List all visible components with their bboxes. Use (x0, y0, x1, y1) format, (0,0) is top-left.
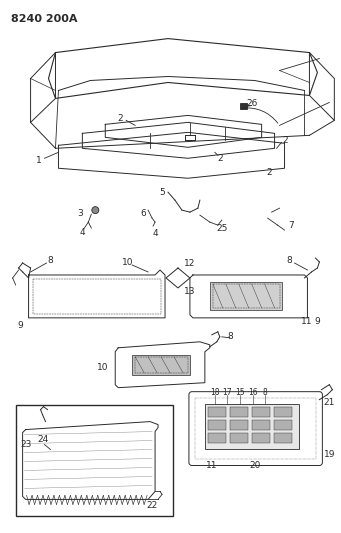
Text: 26: 26 (246, 99, 257, 108)
Bar (230, 407, 248, 417)
Text: 21: 21 (324, 398, 335, 407)
Bar (252, 407, 270, 417)
Bar (230, 419, 248, 430)
Text: 7: 7 (288, 221, 294, 230)
Bar (252, 433, 270, 442)
Bar (210, 282, 282, 310)
Bar (208, 407, 226, 417)
Text: 8: 8 (287, 255, 292, 264)
Text: 18: 18 (210, 388, 220, 397)
FancyBboxPatch shape (189, 392, 322, 465)
Text: 17: 17 (222, 388, 232, 397)
Text: 11: 11 (301, 317, 312, 326)
Text: 8: 8 (227, 332, 233, 341)
Text: 19: 19 (324, 450, 335, 459)
Text: 4: 4 (79, 228, 85, 237)
Bar (273, 419, 292, 430)
Bar (273, 407, 292, 417)
Text: 13: 13 (184, 287, 196, 296)
Text: 2: 2 (283, 136, 288, 145)
Text: 2: 2 (117, 114, 123, 123)
Text: 1: 1 (36, 156, 41, 165)
Text: 16: 16 (248, 388, 257, 397)
Text: 10: 10 (122, 257, 134, 266)
Bar (240, 103, 247, 109)
Text: 2: 2 (267, 168, 272, 177)
Text: 20: 20 (249, 461, 260, 470)
Text: 5: 5 (159, 188, 165, 197)
Bar (208, 433, 226, 442)
Text: 22: 22 (146, 501, 158, 510)
Text: 3: 3 (77, 208, 83, 217)
Text: 2: 2 (217, 154, 223, 163)
Text: 23: 23 (20, 440, 31, 449)
Bar (205, 403, 299, 449)
Bar (195, 398, 316, 459)
Text: 8240 200A: 8240 200A (11, 14, 77, 23)
Text: 9: 9 (18, 321, 24, 330)
Text: 24: 24 (37, 435, 48, 444)
Bar (132, 355, 190, 375)
Text: 8: 8 (48, 255, 53, 264)
Text: 9: 9 (314, 317, 320, 326)
Text: 15: 15 (235, 388, 244, 397)
Text: 6: 6 (140, 208, 146, 217)
Bar (16, 405, 173, 516)
Text: 25: 25 (216, 224, 227, 232)
Bar (252, 419, 270, 430)
Text: 8: 8 (262, 388, 267, 397)
Text: 10: 10 (97, 363, 108, 372)
Text: 4: 4 (152, 229, 158, 238)
Bar (230, 433, 248, 442)
Bar (208, 419, 226, 430)
Bar (273, 433, 292, 442)
Circle shape (92, 207, 99, 214)
Text: 11: 11 (206, 461, 218, 470)
Text: 12: 12 (184, 259, 196, 268)
